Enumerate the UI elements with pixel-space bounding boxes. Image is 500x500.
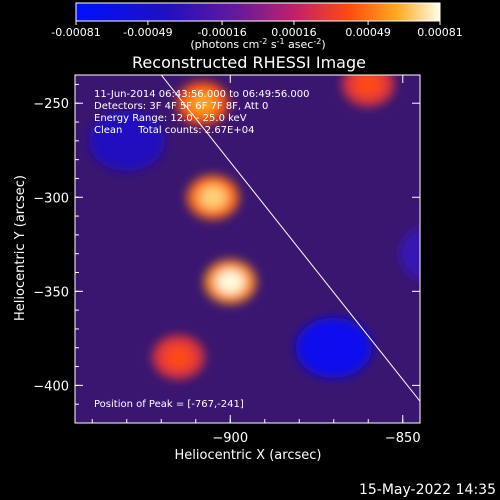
colorbar-ticks (75, 21, 441, 25)
heatmap (75, 75, 420, 423)
y-axis-label: Heliocentric Y (arcsec) (13, 175, 28, 321)
info-line-detectors: Detectors: 3F 4F 5F 6F 7F 8F, Att 0 (94, 101, 268, 112)
heatmap-dark-region (88, 110, 165, 171)
x-tick-label: −850 (385, 431, 421, 446)
y-tick-label: −350 (33, 285, 69, 300)
info-line-energy: Energy Range: 12.0 - 25.0 keV (94, 113, 247, 124)
colorbar-tick-label: -0.00081 (51, 26, 100, 39)
y-tick-label: −250 (33, 97, 69, 112)
colorbar-tick-label: 0.00016 (271, 26, 317, 39)
colorbar-tick-label: -0.00016 (197, 26, 246, 39)
x-axis-ticks (91, 75, 404, 423)
heatmap-bright-region (199, 185, 227, 210)
x-tick-label: −900 (212, 431, 248, 446)
colorbar (75, 2, 441, 22)
heatmap-bright-region (164, 345, 193, 370)
info-line-time: 11-Jun-2014 06:43:56.000 to 06:49:56.000 (94, 89, 310, 100)
x-axis-tick-labels: −900−850−800 (212, 431, 421, 446)
colorbar-tick-label: -0.00049 (123, 26, 172, 39)
heatmap-blobs (88, 75, 420, 380)
heatmap-bright-region (216, 269, 245, 294)
heatmap-dark-region (295, 317, 372, 378)
solar-limb-line (160, 75, 420, 403)
y-axis-ticks (75, 83, 420, 424)
footer-date: 15-May-2022 14:35 (359, 482, 496, 498)
peak-position-label: Position of Peak = [-767,-241] (94, 399, 244, 410)
colorbar-tick-labels: -0.00081 -0.00049 -0.00016 0.00016 0.00049 0.… (51, 26, 462, 39)
info-line-counts: Clean Total counts: 2.67E+04 (94, 125, 254, 136)
colorbar-unit: (photons cm-2 s-1 asec-2) (190, 37, 325, 51)
plot-frame (74, 74, 421, 424)
chart-title: Reconstructed RHESSI Image (132, 53, 366, 72)
info-text: 11-Jun-2014 06:43:56.000 to 06:49:56.000… (94, 89, 310, 410)
y-tick-label: −300 (33, 191, 69, 206)
colorbar-tick-label: 0.00081 (417, 26, 463, 39)
colorbar-tick-label: 0.00049 (345, 26, 391, 39)
y-axis-tick-labels: −250 −300 −350 −400 (33, 97, 69, 394)
y-tick-label: −400 (33, 379, 69, 394)
heatmap-bright-region (354, 75, 383, 97)
heatmap-dark-region (399, 226, 420, 281)
x-axis-label: Heliocentric X (arcsec) (175, 448, 322, 463)
heatmap-bright-region (188, 91, 217, 116)
